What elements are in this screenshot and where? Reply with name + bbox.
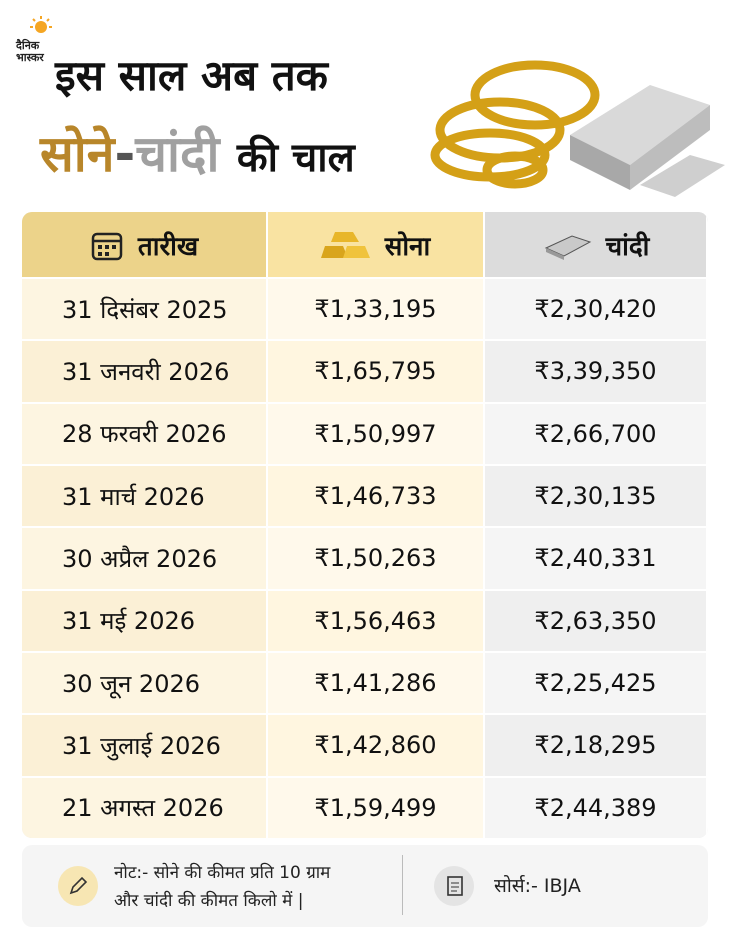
title-rest: की चाल bbox=[236, 135, 355, 181]
gold-bar-icon bbox=[320, 231, 370, 258]
column-header-text: सोना bbox=[384, 231, 431, 262]
logo-sun bbox=[30, 16, 52, 33]
price-cell: ₹2,30,420 bbox=[485, 277, 708, 340]
date-cell: 21 अगस्त 2026 bbox=[22, 775, 268, 838]
price-cell: ₹1,65,795 bbox=[268, 339, 485, 402]
price-cell: ₹1,50,997 bbox=[268, 401, 485, 464]
date-cell: 30 अप्रैल 2026 bbox=[22, 526, 268, 589]
price-cell: ₹1,56,463 bbox=[268, 588, 485, 651]
note-line: नोट:- सोने की कीमत प्रति 10 ग्राम bbox=[114, 863, 331, 883]
source: सोर्स:- IBJA bbox=[494, 875, 581, 897]
price-table: तारीख सोना चांदी 31 दिसंबर 2025 ₹1,33,195 ₹2,… bbox=[22, 212, 708, 838]
doc-icon bbox=[447, 876, 463, 896]
column-header: सोना bbox=[268, 212, 485, 277]
price-cell: ₹2,40,331 bbox=[485, 526, 708, 589]
price-cell: ₹1,59,499 bbox=[268, 775, 485, 838]
price-cell: ₹2,18,295 bbox=[485, 713, 708, 776]
price-cell: ₹2,44,389 bbox=[485, 775, 708, 838]
price-cell: ₹3,39,350 bbox=[485, 339, 708, 402]
price-cell: ₹1,41,286 bbox=[268, 651, 485, 714]
title-silver: चांदी bbox=[135, 125, 220, 183]
price-cell: ₹2,25,425 bbox=[485, 651, 708, 714]
column-header-text: चांदी bbox=[605, 231, 650, 262]
logo-text: भास्कर bbox=[16, 51, 44, 64]
date-cell: 31 मई 2026 bbox=[22, 588, 268, 651]
column-header: चांदी bbox=[485, 212, 708, 277]
footer: नोट:- सोने की कीमत प्रति 10 ग्राम और चांद… bbox=[22, 845, 708, 927]
title-gold: सोने bbox=[40, 125, 115, 183]
note-icon bbox=[58, 866, 98, 906]
date-cell: 28 फरवरी 2026 bbox=[22, 401, 268, 464]
pencil-icon bbox=[69, 876, 88, 895]
logo: दैनिक भास्कर bbox=[16, 40, 72, 64]
silver-bar-icon bbox=[544, 234, 591, 260]
price-cell: ₹1,33,195 bbox=[268, 277, 485, 340]
date-cell: 31 जुलाई 2026 bbox=[22, 713, 268, 776]
divider bbox=[402, 855, 403, 915]
title: इस साल अब तक bbox=[55, 51, 328, 100]
price-cell: ₹2,66,700 bbox=[485, 401, 708, 464]
source-icon bbox=[434, 866, 474, 906]
price-cell: ₹2,63,350 bbox=[485, 588, 708, 651]
date-cell: 30 जून 2026 bbox=[22, 651, 268, 714]
date-cell: 31 दिसंबर 2025 bbox=[22, 277, 268, 340]
note-line: और चांदी की कीमत किलो में | bbox=[114, 891, 304, 911]
date-cell: 31 जनवरी 2026 bbox=[22, 339, 268, 402]
title-dash: - bbox=[114, 125, 136, 183]
logo-text: दैनिक bbox=[16, 39, 40, 52]
title: सोने-चांदी की चाल bbox=[40, 118, 355, 186]
calendar-icon bbox=[91, 232, 123, 260]
price-cell: ₹2,30,135 bbox=[485, 464, 708, 527]
note: नोट:- सोने की कीमत प्रति 10 ग्राम और चांद… bbox=[114, 859, 330, 915]
price-cell: ₹1,46,733 bbox=[268, 464, 485, 527]
price-cell: ₹1,42,860 bbox=[268, 713, 485, 776]
gold-silver-illustration bbox=[430, 60, 725, 197]
date-cell: 31 मार्च 2026 bbox=[22, 464, 268, 527]
column-header-text: तारीख bbox=[137, 231, 199, 262]
column-header: तारीख bbox=[22, 212, 268, 277]
price-cell: ₹1,50,263 bbox=[268, 526, 485, 589]
